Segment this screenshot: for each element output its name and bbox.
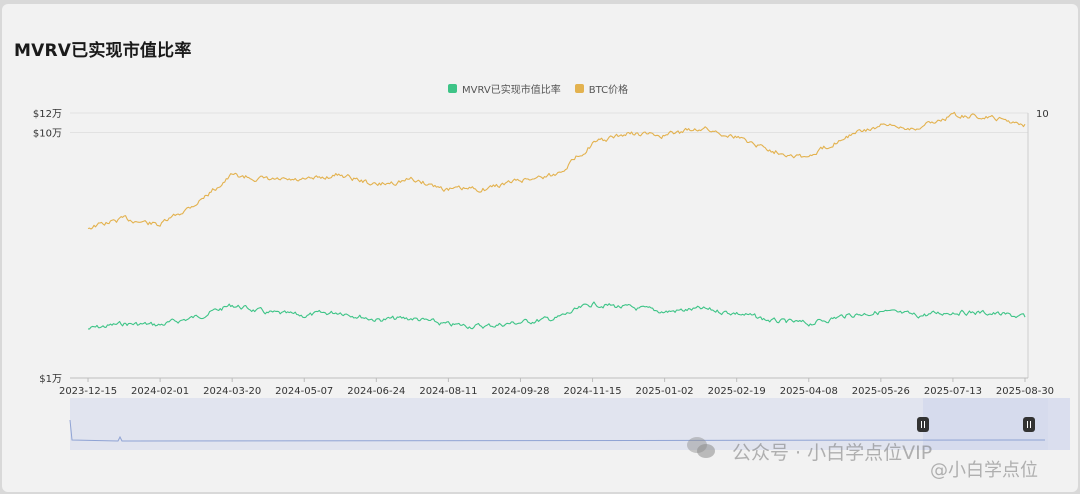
watermark-line1: 公众号 · 小白学点位VIP (732, 442, 933, 464)
x-tick-label: 2025-08-30 (996, 386, 1054, 397)
legend-label-mvrv: MVRV已实现市值比率 (462, 84, 561, 96)
x-tick-label: 2024-11-15 (563, 386, 621, 397)
x-tick-label: 2024-06-24 (347, 386, 405, 397)
watermark-line2: @小白学点位 (930, 460, 1038, 481)
zoom-handle-left[interactable] (917, 417, 929, 432)
x-tick-label: 2025-02-19 (708, 386, 766, 397)
zoom-handle-body (1023, 417, 1035, 432)
x-tick-label: 2025-04-08 (780, 386, 838, 397)
x-tick-label: 2025-07-13 (924, 386, 982, 397)
axes: $12万 $10万 $1万 10 2023-12-15 2024-02-01 2024-03… (33, 109, 1054, 397)
series-line-btc (87, 111, 1026, 230)
y-left-tick-label: $10万 (33, 128, 62, 139)
chart-title: MVRV已实现市值比率 (14, 41, 192, 61)
legend-swatch-mvrv (448, 83, 457, 93)
series-line-mvrv (87, 301, 1026, 330)
zoom-handle-body (917, 417, 929, 432)
x-tick-label: 2023-12-15 (59, 386, 117, 397)
legend-swatch-btc (574, 83, 584, 93)
series-lines (87, 111, 1026, 330)
y-left-tick-label: $12万 (33, 109, 62, 120)
zoom-preview-line (69, 419, 1046, 442)
x-tick-label: 2024-09-28 (491, 386, 549, 397)
x-tick-label: 2024-03-20 (203, 386, 261, 397)
grid-lines (70, 112, 1028, 379)
x-tick-label: 2024-05-07 (275, 386, 333, 397)
legend-item-mvrv[interactable]: MVRV已实现市值比率 (448, 81, 561, 96)
x-tick-label: 2025-01-02 (636, 386, 694, 397)
chart-legend: MVRV已实现市值比率 BTC价格 (448, 81, 642, 96)
y-right-tick-label: 10 (1036, 109, 1049, 120)
zoom-slider (69, 398, 1070, 450)
legend-label-btc: BTC价格 (588, 84, 629, 96)
legend-item-btc[interactable]: BTC价格 (574, 81, 629, 96)
zoom-handle-right[interactable] (1023, 417, 1035, 432)
x-tick-label: 2024-02-01 (131, 386, 189, 397)
x-tick-label: 2024-08-11 (419, 386, 477, 397)
x-tick-label: 2025-05-26 (852, 386, 910, 397)
y-left-tick-label: $1万 (39, 374, 62, 385)
zoom-selected-range (923, 398, 1070, 450)
wechat-icon (686, 435, 716, 461)
